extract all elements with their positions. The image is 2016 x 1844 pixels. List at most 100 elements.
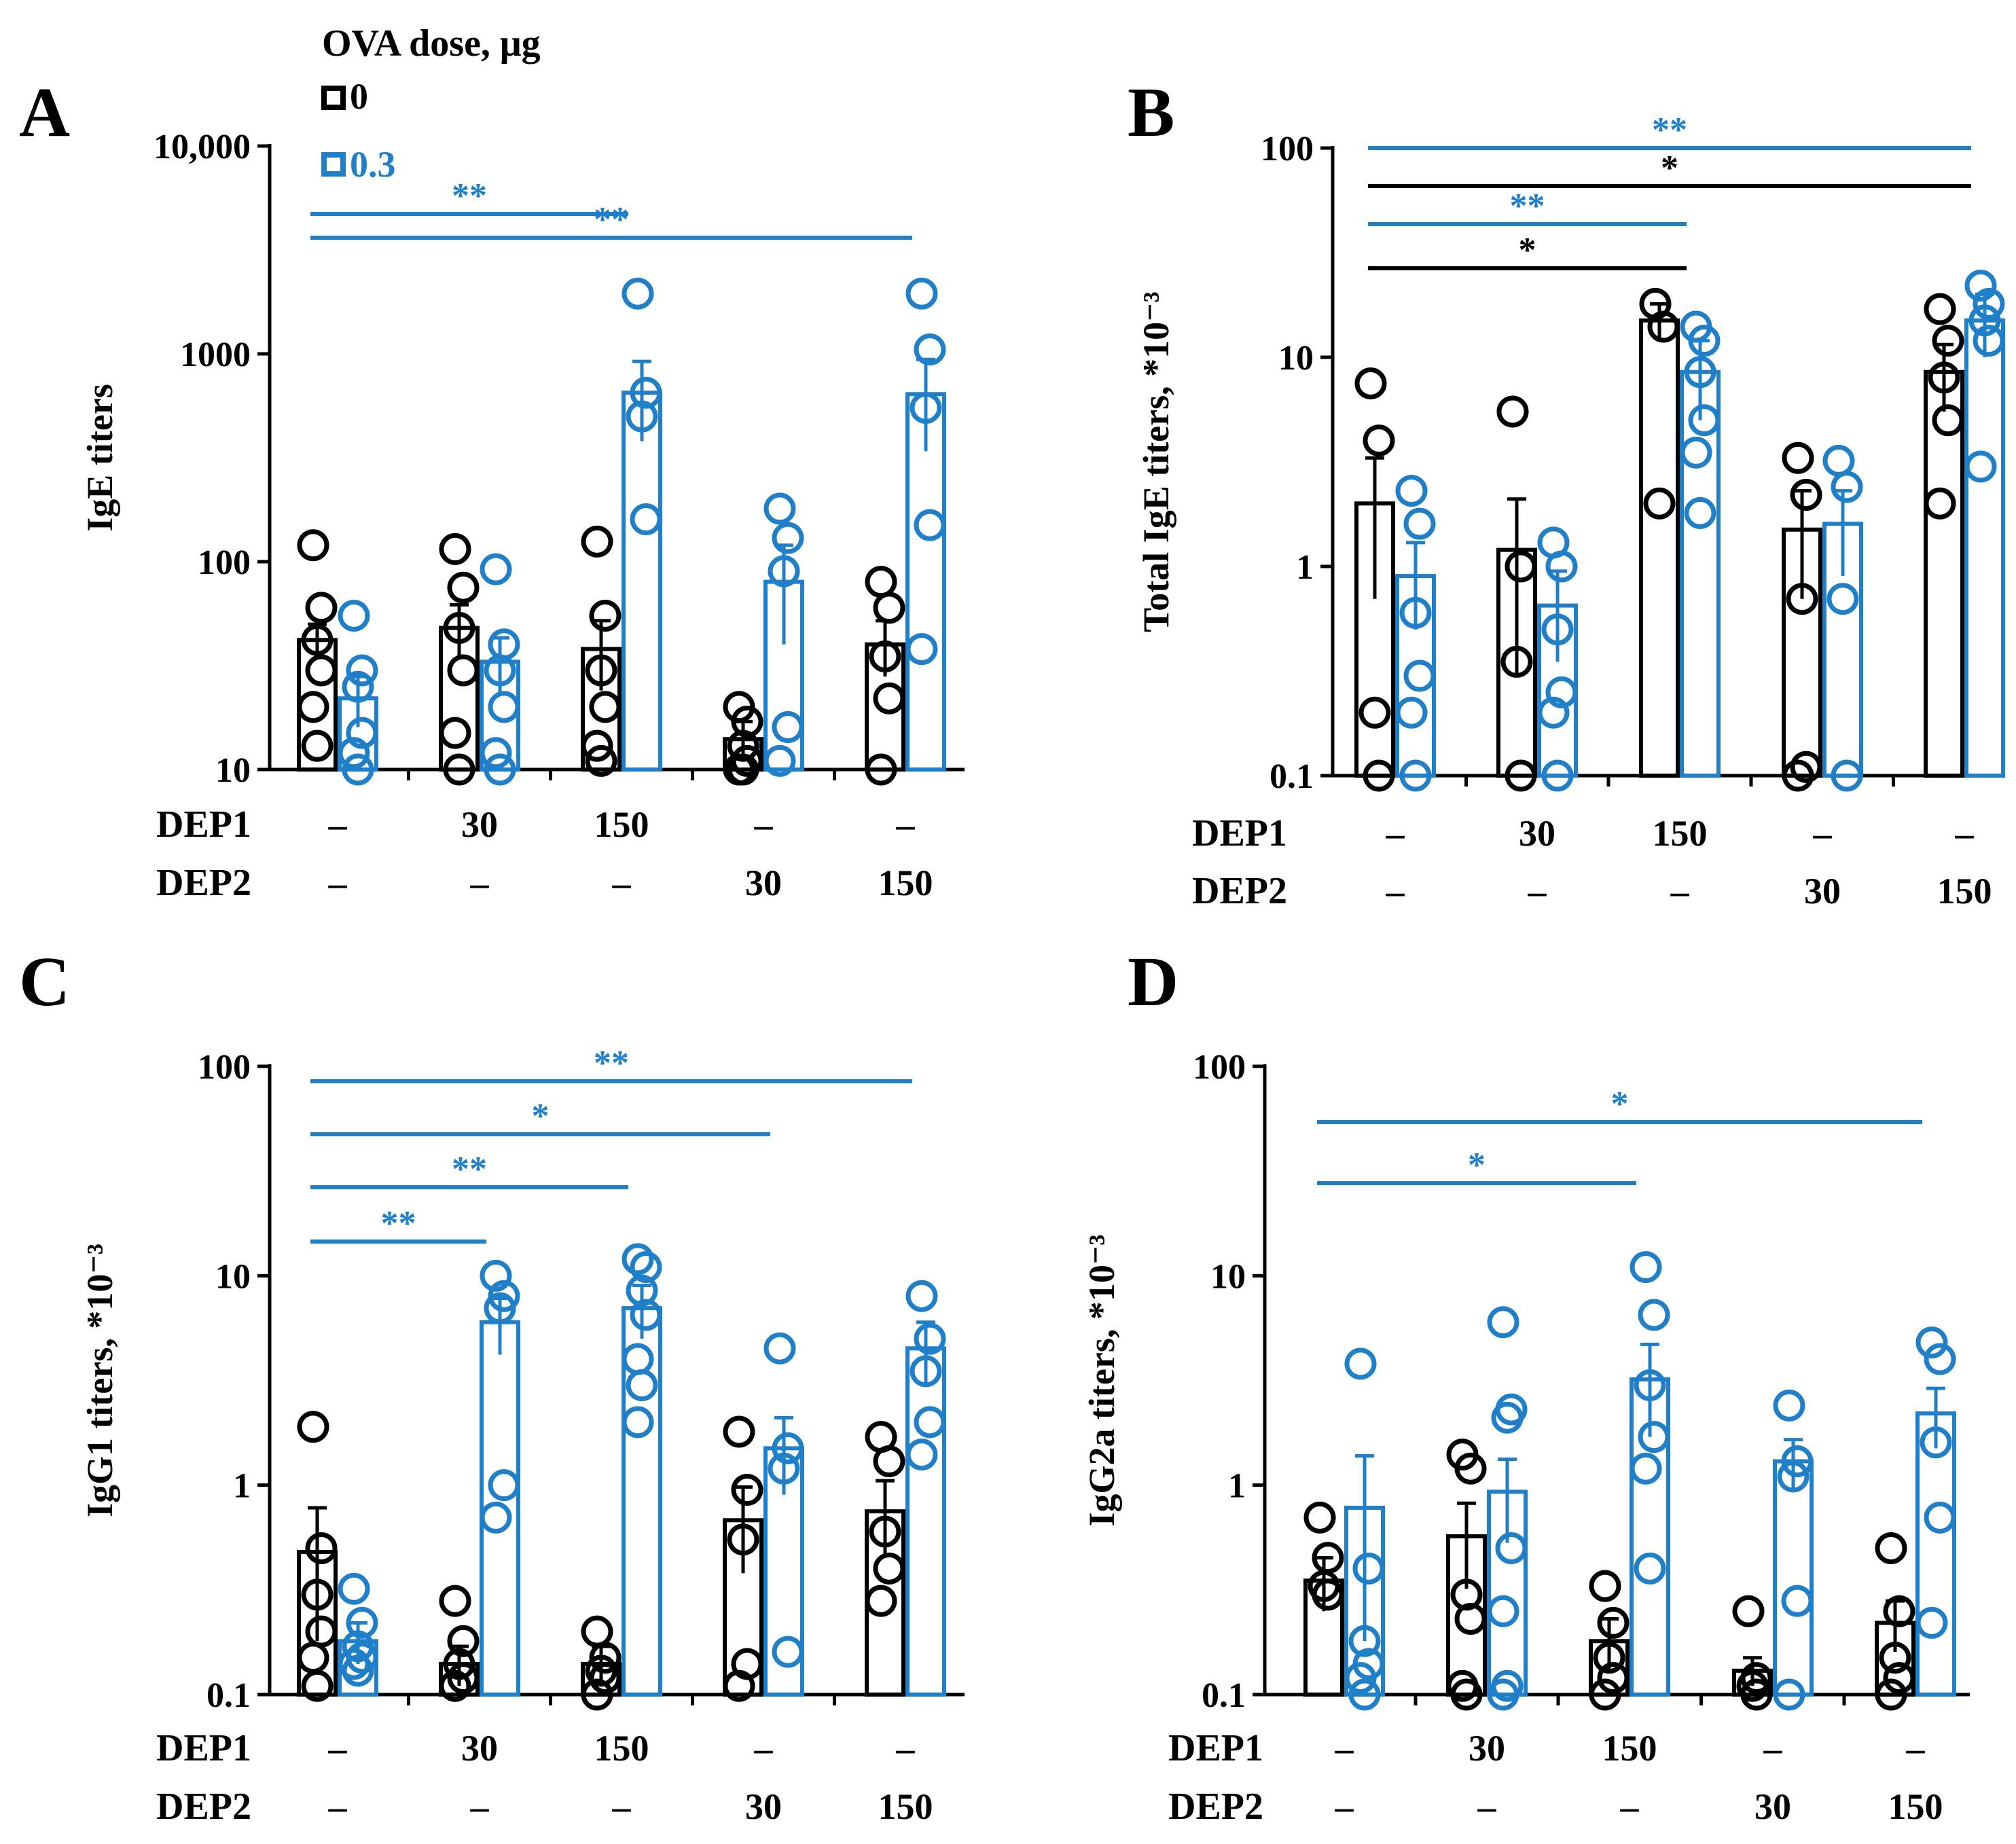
- data-point: [443, 1648, 475, 1680]
- data-point: [630, 1251, 662, 1284]
- treatment-dose-label: –: [1670, 871, 1690, 911]
- treatment-row-label: DEP2: [1168, 1786, 1263, 1828]
- data-point: [910, 391, 942, 424]
- significance-label: **: [594, 1044, 629, 1083]
- data-point: [772, 711, 804, 744]
- data-point: [865, 1585, 897, 1617]
- treatment-dose-label: –: [1763, 1728, 1783, 1769]
- panel-a: A IgE titers 10 100 1000 10,000 DEP1 – 30 150 – – DE…: [19, 73, 965, 904]
- treatment-row-label: DEP2: [1192, 870, 1287, 912]
- data-point: [630, 376, 662, 409]
- data-point: [1496, 395, 1529, 428]
- treatment-dose-label: 150: [1602, 1728, 1657, 1769]
- data-point: [1924, 487, 1956, 520]
- y-axis-title: IgG2a titers, *10⁻³: [1081, 1234, 1122, 1526]
- y-tick-label: 100: [198, 1048, 251, 1087]
- treatment-dose-label: 30: [745, 863, 782, 903]
- data-point: [447, 654, 480, 687]
- data-point: [1505, 759, 1537, 792]
- y-tick-label: 0.1: [206, 1676, 251, 1715]
- data-point: [1358, 696, 1391, 729]
- significance-label: **: [1652, 111, 1687, 149]
- data-point: [1399, 759, 1432, 792]
- data-point: [1597, 1662, 1630, 1695]
- data-point: [1634, 1369, 1666, 1402]
- treatment-dose-label: 30: [461, 1728, 498, 1769]
- panel-letter: A: [19, 73, 70, 151]
- data-point: [1782, 441, 1814, 474]
- data-point: [1932, 325, 1964, 357]
- treatment-dose-label: 30: [1519, 813, 1555, 854]
- data-point: [1684, 356, 1716, 388]
- data-point: [1454, 1452, 1487, 1485]
- data-point: [439, 717, 471, 749]
- data-point: [447, 1662, 480, 1695]
- data-point: [626, 400, 658, 433]
- data-point: [1924, 293, 1956, 325]
- data-point: [447, 1625, 480, 1657]
- data-point: [1915, 1606, 1948, 1639]
- treatment-dose-label: –: [612, 1786, 632, 1827]
- treatment-row-label: DEP1: [156, 803, 251, 846]
- data-point: [1593, 1642, 1625, 1674]
- legend-entry-1: 0.3: [321, 144, 396, 185]
- y-tick-label: 1: [1296, 548, 1314, 587]
- data-point: [768, 555, 800, 587]
- data-point: [1973, 325, 2005, 357]
- data-point: [1348, 1678, 1381, 1711]
- data-point: [1647, 310, 1680, 343]
- data-point: [1545, 676, 1578, 708]
- data-point: [910, 1355, 942, 1388]
- y-tick-label: 100: [1193, 1048, 1246, 1087]
- data-point: [447, 571, 480, 604]
- data-point: [1454, 1602, 1487, 1635]
- data-point: [1630, 1251, 1662, 1284]
- data-point: [905, 633, 938, 666]
- panel-c: C IgG1 titers, *10⁻³ 0.1 1 10 100 DEP1 – 30 150 – –…: [19, 943, 965, 1828]
- bar: [1964, 318, 2005, 778]
- y-tick-label: 100: [1261, 130, 1314, 168]
- treatment-row-label: DEP1: [1168, 1727, 1263, 1769]
- data-point: [1883, 1595, 1915, 1627]
- data-point: [1782, 759, 1814, 792]
- data-point: [1968, 304, 2001, 337]
- treatment-dose-label: –: [896, 1728, 916, 1769]
- data-point: [581, 1678, 613, 1711]
- data-point: [1348, 1625, 1381, 1657]
- data-point: [338, 1572, 370, 1605]
- data-point: [914, 333, 946, 366]
- legend-label-0: 0: [350, 76, 368, 117]
- data-point: [1781, 1445, 1814, 1478]
- y-tick-label: 1000: [180, 336, 251, 374]
- data-point: [1964, 270, 1997, 302]
- data-point: [589, 1642, 622, 1674]
- data-point: [1487, 1306, 1519, 1339]
- data-point: [763, 1332, 796, 1364]
- data-point: [1541, 759, 1574, 792]
- data-point: [772, 1432, 804, 1464]
- data-point: [873, 1445, 905, 1478]
- treatment-dose-label: –: [1620, 1786, 1640, 1827]
- data-point: [301, 729, 334, 762]
- bar: [1924, 369, 1964, 778]
- panel-letter: C: [19, 943, 70, 1021]
- y-axis-title: Total IgE titers, *10⁻³: [1136, 291, 1176, 632]
- data-point: [1777, 1460, 1810, 1493]
- data-point: [439, 1585, 471, 1617]
- data-point: [589, 599, 622, 632]
- y-tick-label: 10: [215, 1257, 251, 1296]
- data-point: [1344, 1348, 1377, 1380]
- data-point: [1915, 1326, 1948, 1359]
- significance-label: *: [1519, 231, 1536, 270]
- panel-letter: B: [1128, 73, 1174, 151]
- treatment-row-label: DEP2: [156, 1786, 251, 1828]
- data-point: [346, 717, 378, 749]
- treatment-dose-label: –: [1335, 1728, 1354, 1769]
- data-point: [1732, 1595, 1765, 1627]
- data-point: [1964, 450, 1997, 483]
- treatment-dose-label: 30: [461, 804, 498, 845]
- treatment-dose-label: –: [896, 804, 916, 845]
- treatment-dose-label: 150: [878, 863, 933, 903]
